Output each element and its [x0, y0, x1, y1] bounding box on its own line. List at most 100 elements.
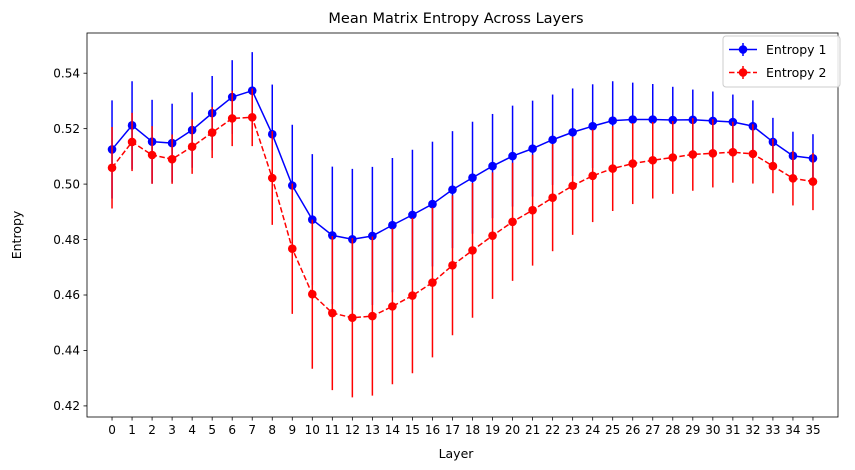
- y-tick-label: 0.48: [53, 233, 80, 247]
- x-tick-label: 9: [288, 423, 296, 437]
- x-axis-title: Layer: [439, 446, 475, 461]
- x-tick-label: 17: [445, 423, 460, 437]
- marker-entropy-2: [648, 155, 658, 165]
- marker-entropy-2: [608, 164, 617, 173]
- marker-entropy-2: [708, 149, 718, 158]
- marker-entropy-2: [448, 261, 457, 270]
- legend-label-entropy-2: Entropy 2: [766, 65, 827, 80]
- x-tick-label: 11: [325, 423, 340, 437]
- plot-area: [107, 52, 818, 398]
- x-tick-label: 12: [345, 423, 360, 437]
- marker-entropy-1: [388, 220, 397, 230]
- marker-entropy-2: [428, 278, 437, 287]
- x-tick-label: 1: [128, 423, 136, 437]
- x-tick-label: 5: [208, 423, 216, 437]
- series-entropy-2: [107, 88, 818, 398]
- marker-entropy-2: [167, 154, 177, 164]
- marker-entropy-2: [688, 150, 698, 159]
- x-tick-label: 0: [108, 423, 116, 437]
- marker-entropy-2: [728, 147, 738, 157]
- marker-entropy-1: [428, 199, 437, 209]
- marker-entropy-2: [287, 244, 297, 254]
- x-tick-label: 31: [725, 423, 740, 437]
- x-tick-label: 7: [248, 423, 256, 437]
- marker-entropy-2: [247, 112, 257, 122]
- marker-entropy-1: [668, 115, 678, 125]
- x-tick-label: 28: [665, 423, 680, 437]
- marker-entropy-2: [328, 308, 337, 318]
- marker-entropy-2: [668, 153, 678, 162]
- x-tick-label: 25: [605, 423, 620, 437]
- marker-entropy-2: [788, 173, 798, 183]
- x-tick-label: 19: [485, 423, 500, 437]
- marker-entropy-2: [628, 159, 638, 168]
- marker-entropy-2: [488, 231, 497, 240]
- x-tick-label: 15: [405, 423, 420, 437]
- marker-entropy-1: [628, 115, 638, 124]
- x-tick-label: 21: [525, 423, 540, 437]
- marker-entropy-2: [748, 149, 758, 159]
- marker-entropy-2: [107, 163, 117, 173]
- chart-title: Mean Matrix Entropy Across Layers: [328, 11, 583, 27]
- marker-entropy-2: [408, 291, 417, 300]
- marker-entropy-2: [388, 302, 397, 311]
- legend: Entropy 1 Entropy 2: [722, 35, 841, 88]
- x-tick-label: 10: [305, 423, 320, 437]
- marker-entropy-2: [368, 311, 377, 321]
- marker-entropy-1: [328, 231, 337, 240]
- x-tick-label: 16: [425, 423, 440, 437]
- x-tick-label: 22: [545, 423, 560, 437]
- line-entropy-2: [111, 116, 814, 319]
- x-tick-label: 20: [505, 423, 520, 437]
- marker-entropy-2: [808, 177, 818, 186]
- y-tick-label: 0.46: [53, 288, 80, 302]
- x-tick-label: 30: [705, 423, 720, 437]
- marker-entropy-1: [408, 210, 417, 220]
- marker-entropy-1: [648, 115, 658, 124]
- marker-entropy-2: [548, 193, 557, 202]
- x-tick-label: 26: [625, 423, 640, 437]
- x-tick-label: 24: [585, 423, 600, 437]
- x-tick-label: 3: [168, 423, 176, 437]
- marker-entropy-1: [568, 127, 577, 137]
- marker-entropy-2: [207, 128, 217, 137]
- x-tick-label: 34: [785, 423, 800, 437]
- marker-entropy-1: [488, 161, 497, 171]
- marker-entropy-1: [608, 116, 617, 125]
- x-tick-label: 27: [645, 423, 660, 437]
- marker-entropy-2: [468, 246, 477, 255]
- legend-marker-entropy-1: [738, 45, 748, 54]
- marker-entropy-2: [127, 137, 137, 147]
- x-tick-label: 23: [565, 423, 580, 437]
- legend-item-entropy-1: Entropy 1: [729, 42, 827, 57]
- marker-entropy-1: [528, 144, 537, 153]
- x-tick-label: 32: [745, 423, 760, 437]
- marker-entropy-1: [468, 173, 477, 183]
- marker-entropy-2: [187, 142, 197, 151]
- y-tick-label: 0.52: [53, 122, 80, 136]
- marker-entropy-2: [768, 161, 778, 171]
- line-entropy-1: [111, 89, 814, 241]
- y-tick-label: 0.44: [53, 344, 80, 358]
- axes: 0.420.440.460.480.500.520.540 1 2 3 4 5 6 7 8 9 10…: [53, 32, 839, 437]
- x-tick-label: 29: [685, 423, 700, 437]
- marker-entropy-2: [568, 181, 577, 191]
- x-tick-label: 14: [385, 423, 400, 437]
- marker-entropy-1: [508, 151, 517, 161]
- marker-entropy-2: [267, 173, 277, 183]
- marker-entropy-2: [528, 205, 537, 215]
- marker-entropy-2: [227, 114, 237, 123]
- y-tick-label: 0.42: [53, 399, 80, 413]
- x-tick-label: 6: [228, 423, 236, 437]
- marker-entropy-2: [348, 313, 357, 323]
- x-tick-label: 2: [148, 423, 156, 437]
- axes-frame: [86, 32, 839, 418]
- marker-entropy-2: [588, 171, 597, 181]
- marker-entropy-1: [588, 121, 597, 131]
- marker-entropy-2: [508, 217, 517, 227]
- marker-entropy-2: [308, 289, 317, 299]
- marker-entropy-1: [368, 231, 377, 241]
- marker-entropy-1: [548, 135, 557, 145]
- legend-label-entropy-1: Entropy 1: [766, 42, 827, 57]
